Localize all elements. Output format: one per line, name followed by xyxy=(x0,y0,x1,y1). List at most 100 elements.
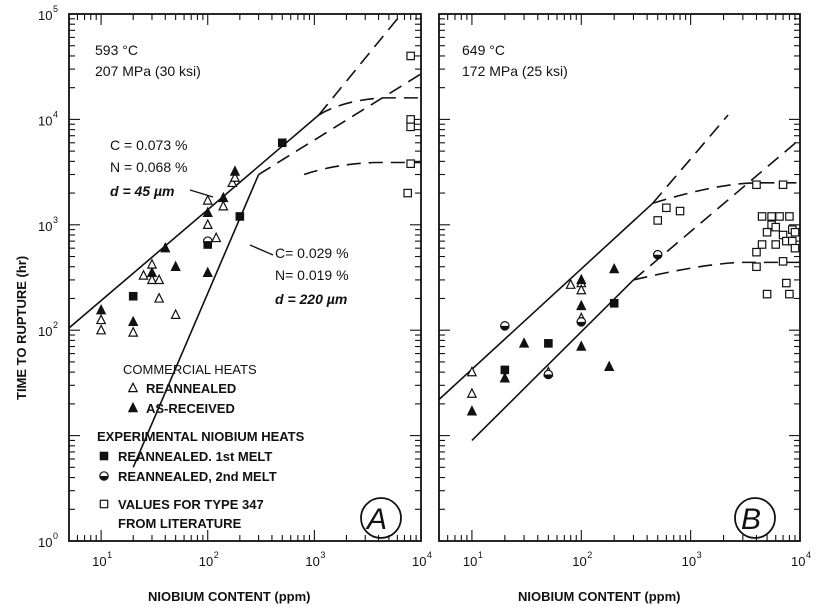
point-a-4-3 xyxy=(406,159,415,168)
y-tick-exponent-1: 2 xyxy=(53,320,58,330)
annotation-upper-carbon: C = 0.073 % xyxy=(110,137,187,153)
legend-marker-shape-2 xyxy=(99,451,109,461)
point-b-4-3 xyxy=(752,180,761,190)
point-b-4-0 xyxy=(653,216,663,225)
trend-line-b-1-solid xyxy=(471,279,635,441)
y-tick-exponent-3: 4 xyxy=(53,109,58,119)
annotation-lower-grain-size: d = 220 µm xyxy=(275,291,347,307)
point-b-4-8 xyxy=(757,240,767,249)
trend-line-a-1-plateau xyxy=(303,161,421,176)
series-b-2 xyxy=(500,298,619,375)
trend-line-a-0-solid xyxy=(69,114,320,329)
x-tick-label-a-3: 10 xyxy=(412,554,426,569)
point-a-1-1 xyxy=(128,315,139,327)
axis-ticks-a xyxy=(68,13,422,542)
point-b-0-5 xyxy=(576,283,587,295)
series-b-1 xyxy=(466,262,620,416)
point-b-4-21 xyxy=(785,212,794,221)
point-a-1-8 xyxy=(229,165,241,176)
point-b-4-4 xyxy=(778,180,788,190)
point-b-4-20 xyxy=(785,289,794,299)
trend-line-b-0-plateau xyxy=(652,182,800,205)
point-a-1-5 xyxy=(202,266,213,278)
point-a-0-2 xyxy=(128,326,139,337)
y-tick-label-2: 10 xyxy=(38,219,52,234)
y-axis-label: TIME TO RUPTURE (hr) xyxy=(14,256,29,400)
panel-letter-a: A xyxy=(360,497,402,539)
y-tick-exponent-2: 3 xyxy=(53,215,58,225)
point-b-1-4 xyxy=(576,299,587,311)
x-tick-exponent-a-1: 2 xyxy=(214,550,219,560)
point-a-0-1 xyxy=(95,324,107,335)
legend-marker-open-square xyxy=(99,499,109,509)
point-b-4-2 xyxy=(675,206,685,216)
point-b-3-0 xyxy=(500,321,510,331)
legend-label-reannealed: REANNEALED xyxy=(146,381,236,396)
series-b-3 xyxy=(500,249,663,380)
x-tick-label-a-2: 10 xyxy=(305,554,319,569)
series-b-4 xyxy=(653,180,800,299)
point-b-4-1 xyxy=(662,203,671,213)
panel-b-stress: 172 MPa (25 ksi) xyxy=(462,63,568,79)
x-tick-label-b-2: 10 xyxy=(682,554,696,569)
legend-label-literature-line1: VALUES FOR TYPE 347 xyxy=(118,497,264,512)
point-a-0-13 xyxy=(227,176,238,188)
point-b-4-6 xyxy=(752,262,761,272)
point-b-4-25 xyxy=(790,227,800,237)
y-tick-label-3: 10 xyxy=(38,113,52,128)
legend-marker-filled-triangle xyxy=(127,401,139,413)
legend-label-as-received: AS-RECEIVED xyxy=(146,401,235,416)
point-a-4-2 xyxy=(406,122,415,132)
svg-text:B: B xyxy=(741,503,761,536)
point-b-2-2 xyxy=(609,298,619,308)
y-tick-label-1: 10 xyxy=(38,324,52,339)
panel-b: 10 1 10 2 10 3 10 4 xyxy=(438,13,811,569)
annotation-lower-nitrogen: N= 0.019 % xyxy=(275,267,349,283)
point-a-0-14 xyxy=(229,171,241,182)
point-b-1-2 xyxy=(518,337,530,348)
point-b-1-5 xyxy=(576,273,587,285)
y-tick-exponent-0: 0 xyxy=(53,531,58,541)
trend-lines-a xyxy=(69,18,421,468)
y-tick-label-4: 10 xyxy=(38,8,52,23)
legend-label-1st-melt: REANNEALED. 1st MELT xyxy=(118,449,272,464)
point-b-4-9 xyxy=(762,227,772,237)
x-tick-label-a-0: 10 xyxy=(92,554,106,569)
series-a-0 xyxy=(95,171,241,337)
point-a-0-11 xyxy=(211,231,222,243)
point-a-0-12 xyxy=(218,200,229,211)
point-b-1-3 xyxy=(576,340,587,351)
x-tick-label-b-0: 10 xyxy=(463,554,477,569)
point-b-4-5 xyxy=(752,247,761,257)
series-a-1 xyxy=(95,165,241,327)
point-b-1-1 xyxy=(499,372,511,383)
x-tick-label-b-3: 10 xyxy=(791,554,805,569)
point-b-3-3 xyxy=(652,249,663,260)
point-a-2-2 xyxy=(235,212,245,221)
svg-text:A: A xyxy=(365,503,387,536)
x-tick-exponent-b-0: 1 xyxy=(478,550,483,560)
x-tick-exponent-b-2: 3 xyxy=(697,550,702,560)
axis-ticks-b xyxy=(438,13,801,542)
point-b-4-22 xyxy=(787,236,797,246)
point-a-0-6 xyxy=(153,292,165,303)
y-tick-label-0: 10 xyxy=(38,535,52,550)
x-tick-label-a-1: 10 xyxy=(199,554,213,569)
series-b-0 xyxy=(466,276,587,398)
point-a-1-6 xyxy=(202,206,213,217)
point-a-0-3 xyxy=(138,269,149,280)
legend-marker-half-circle xyxy=(99,471,109,481)
trend-line-a-1-solid xyxy=(132,174,260,468)
plot-frame-b xyxy=(438,13,801,542)
legend-group-experimental: EXPERIMENTAL NIOBIUM HEATS xyxy=(97,429,305,444)
trend-line-a-0-plateau xyxy=(318,97,421,116)
point-b-4-12 xyxy=(767,212,776,221)
trend-line-a-1-dashed xyxy=(258,73,421,176)
point-a-2-0 xyxy=(128,291,138,301)
annotation-upper-nitrogen: N = 0.068 % xyxy=(110,159,187,175)
point-b-0-3 xyxy=(565,278,576,289)
point-b-2-0 xyxy=(500,365,510,375)
legend-label-2nd-melt: REANNEALED, 2nd MELT xyxy=(118,469,277,484)
trend-line-a-0-dashed xyxy=(318,18,398,116)
point-a-1-2 xyxy=(146,266,158,278)
